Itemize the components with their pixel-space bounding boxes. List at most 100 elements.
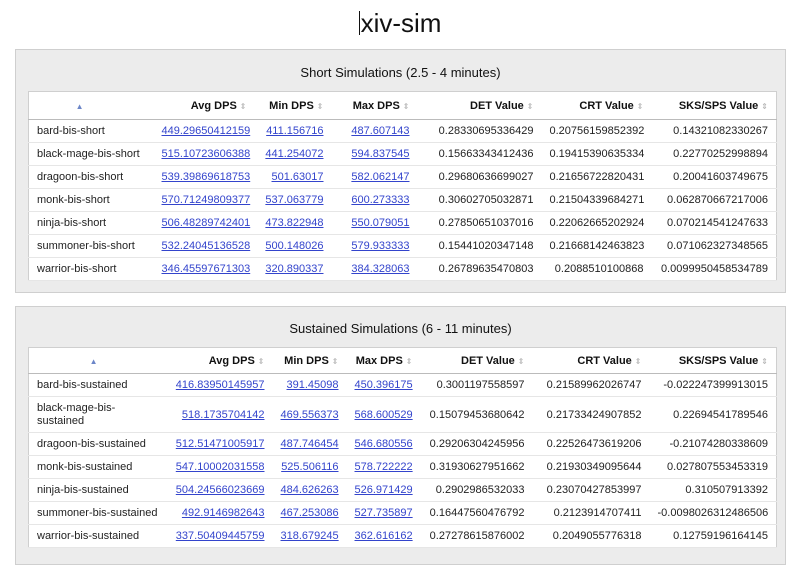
crt-value-cell: 0.21930349095644: [532, 455, 650, 479]
sks-sps-value-cell: -0.022247399913015: [649, 373, 777, 397]
avg-dps-link[interactable]: 547.10002031558: [175, 461, 265, 473]
avg-dps-link[interactable]: 416.83950145957: [175, 379, 265, 391]
name-sort-header[interactable]: ▲: [28, 91, 154, 120]
max-dps-link[interactable]: 594.837545: [351, 148, 410, 160]
avg-dps-link[interactable]: 504.24566023669: [175, 484, 265, 496]
max-dps-link[interactable]: 582.062147: [351, 171, 410, 183]
short-simulations-table: ▲ Avg DPS ⇕ Min DPS ⇕ Max DPS ⇕ DET Value ⇕ …: [28, 91, 777, 281]
avg-dps-link[interactable]: 337.50409445759: [175, 530, 265, 542]
min-dps-link[interactable]: 318.679245: [280, 530, 339, 542]
sustained-simulations-panel: Sustained Simulations (6 - 11 minutes) ▲…: [15, 306, 786, 565]
min-dps-link[interactable]: 441.254072: [265, 148, 324, 160]
max-dps-cell: 526.971429: [346, 478, 421, 502]
avg-dps-link[interactable]: 506.48289742401: [161, 217, 251, 229]
max-dps-link[interactable]: 578.722222: [354, 461, 413, 473]
avg-dps-link[interactable]: 539.39869618753: [161, 171, 251, 183]
avg-dps-link[interactable]: 515.10723606388: [161, 148, 251, 160]
max-dps-cell: 568.600529: [346, 396, 421, 433]
min-dps-link[interactable]: 411.156716: [266, 125, 324, 137]
short-simulations-title: Short Simulations (2.5 - 4 minutes): [300, 65, 501, 80]
min-dps-link[interactable]: 487.746454: [280, 438, 339, 450]
min-dps-link[interactable]: 525.506116: [281, 461, 339, 473]
column-header-avg-dps[interactable]: Avg DPS ⇕: [167, 347, 273, 374]
min-dps-link[interactable]: 469.556373: [280, 408, 339, 421]
crt-value-cell: 0.23070427853997: [532, 478, 650, 502]
avg-dps-link[interactable]: 512.51471005917: [175, 438, 265, 450]
det-value-cell: 0.3001197558597: [420, 373, 533, 397]
avg-dps-cell: 512.51471005917: [167, 432, 273, 456]
max-dps-cell: 362.616162: [346, 524, 421, 548]
max-dps-link[interactable]: 450.396175: [354, 379, 413, 391]
avg-dps-cell: 506.48289742401: [153, 211, 255, 235]
min-dps-link[interactable]: 473.822948: [265, 217, 324, 229]
det-value-cell: 0.29680636699027: [417, 165, 542, 189]
name-sort-header[interactable]: ▲: [28, 347, 168, 374]
max-dps-link[interactable]: 568.600529: [354, 408, 413, 421]
table-header-row: ▲ Avg DPS ⇕ Min DPS ⇕ Max DPS ⇕ DET Value ⇕ …: [28, 91, 777, 120]
crt-value-cell: 0.21656722820431: [541, 165, 652, 189]
avg-dps-cell: 539.39869618753: [153, 165, 255, 189]
crt-value-cell: 0.21589962026747: [532, 373, 650, 397]
sim-name: dragoon-bis-sustained: [28, 432, 168, 456]
max-dps-link[interactable]: 362.616162: [354, 530, 413, 542]
avg-dps-link[interactable]: 449.29650412159: [161, 125, 251, 137]
sort-ascending-icon: ▲: [89, 356, 98, 366]
avg-dps-cell: 492.9146982643: [167, 501, 273, 525]
column-header-crt-value[interactable]: CRT Value ⇕: [532, 347, 650, 374]
sks-sps-value-cell: 0.062870667217006: [651, 188, 777, 212]
min-dps-link[interactable]: 500.148026: [265, 240, 324, 252]
column-header-min-dps[interactable]: Min DPS ⇕: [272, 347, 347, 374]
min-dps-link[interactable]: 484.626263: [280, 484, 339, 496]
column-header-max-dps[interactable]: Max DPS ⇕: [331, 91, 418, 120]
max-dps-link[interactable]: 526.971429: [354, 484, 413, 496]
avg-dps-cell: 532.24045136528: [153, 234, 255, 258]
max-dps-link[interactable]: 546.680556: [354, 438, 413, 450]
crt-value-cell: 0.22526473619206: [532, 432, 650, 456]
sim-name: warrior-bis-short: [28, 257, 154, 281]
avg-dps-cell: 518.1735704142: [167, 396, 273, 433]
avg-dps-link[interactable]: 346.45597671303: [161, 263, 251, 275]
sks-sps-value-cell: 0.0099950458534789: [651, 257, 777, 281]
min-dps-link[interactable]: 467.253086: [280, 507, 339, 519]
sort-arrows-icon: ⇕: [316, 101, 324, 111]
sks-sps-value-cell: 0.070214541247633: [651, 211, 777, 235]
column-header-det-value[interactable]: DET Value ⇕: [417, 91, 542, 120]
det-value-cell: 0.15663343412436: [417, 142, 542, 166]
min-dps-link[interactable]: 537.063779: [265, 194, 324, 206]
column-header-sks-sps-value[interactable]: SKS/SPS Value ⇕: [649, 347, 777, 374]
max-dps-link[interactable]: 384.328063: [351, 263, 410, 275]
table-row: dragoon-bis-sustained 512.51471005917 48…: [28, 432, 777, 456]
column-header-det-value[interactable]: DET Value ⇕: [420, 347, 533, 374]
column-header-min-dps[interactable]: Min DPS ⇕: [254, 91, 332, 120]
max-dps-link[interactable]: 487.607143: [351, 125, 410, 137]
avg-dps-link[interactable]: 518.1735704142: [181, 408, 265, 421]
min-dps-link[interactable]: 320.890337: [265, 263, 324, 275]
avg-dps-cell: 449.29650412159: [153, 119, 255, 143]
min-dps-cell: 525.506116: [272, 455, 347, 479]
sustained-simulations-table: ▲ Avg DPS ⇕ Min DPS ⇕ Max DPS ⇕ DET Value ⇕ …: [28, 347, 777, 548]
min-dps-link[interactable]: 391.45098: [286, 379, 339, 391]
min-dps-cell: 411.156716: [254, 119, 332, 143]
min-dps-cell: 467.253086: [272, 501, 347, 525]
sim-name: warrior-bis-sustained: [28, 524, 168, 548]
avg-dps-link[interactable]: 532.24045136528: [161, 240, 251, 252]
max-dps-link[interactable]: 600.273333: [351, 194, 410, 206]
column-header-max-dps[interactable]: Max DPS ⇕: [346, 347, 421, 374]
min-dps-link[interactable]: 501.63017: [271, 171, 324, 183]
sim-name: bard-bis-short: [28, 119, 154, 143]
crt-value-cell: 0.19415390635334: [541, 142, 652, 166]
avg-dps-cell: 570.71249809377: [153, 188, 255, 212]
avg-dps-link[interactable]: 570.71249809377: [161, 194, 251, 206]
max-dps-link[interactable]: 579.933333: [351, 240, 410, 252]
app-title: xiv-sim: [358, 8, 442, 38]
det-value-cell: 0.2902986532033: [420, 478, 533, 502]
table-row: warrior-bis-short 346.45597671303 320.89…: [28, 257, 777, 281]
avg-dps-link[interactable]: 492.9146982643: [181, 507, 265, 519]
table-row: dragoon-bis-short 539.39869618753 501.63…: [28, 165, 777, 189]
column-header-avg-dps[interactable]: Avg DPS ⇕: [153, 91, 255, 120]
max-dps-link[interactable]: 550.079051: [351, 217, 410, 229]
max-dps-link[interactable]: 527.735897: [354, 507, 413, 519]
column-header-sks-sps-value[interactable]: SKS/SPS Value ⇕: [651, 91, 777, 120]
table-row: monk-bis-sustained 547.10002031558 525.5…: [28, 455, 777, 479]
column-header-crt-value[interactable]: CRT Value ⇕: [541, 91, 652, 120]
